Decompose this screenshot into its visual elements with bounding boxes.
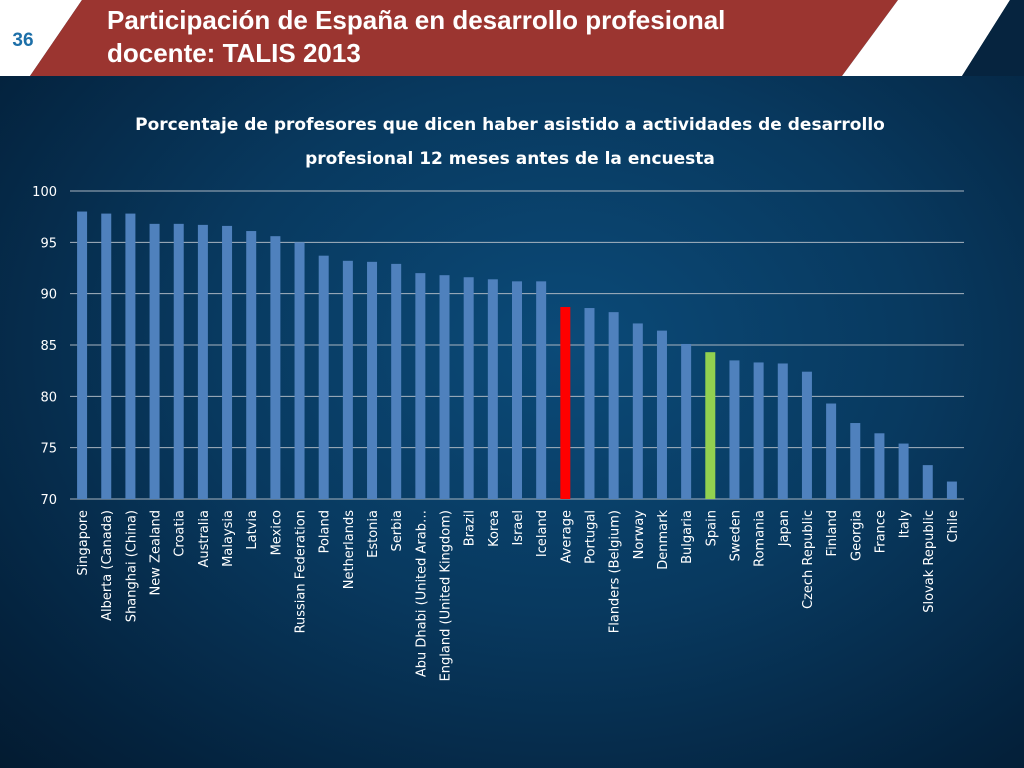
x-tick-label: Brazil — [463, 510, 478, 546]
bar-new-zealand — [149, 223, 160, 499]
header-band — [30, 0, 898, 76]
y-tick-label: 100 — [32, 185, 57, 200]
bar-netherlands — [342, 260, 353, 499]
bar-italy — [898, 443, 909, 499]
bar-poland — [318, 255, 329, 499]
x-tick-label: England (United Kingdom) — [439, 510, 454, 681]
bar-slovak-republic — [922, 465, 933, 499]
bar-france — [874, 433, 885, 499]
bar-korea — [487, 279, 498, 499]
x-tick-label: Chile — [946, 510, 961, 543]
bar-flanders-belgium — [608, 312, 619, 499]
bar-australia — [197, 224, 208, 499]
x-tick-label: Italy — [898, 510, 913, 539]
bar-norway — [632, 323, 643, 499]
chart-title-line-2: profesional 12 meses antes de la encuest… — [305, 149, 715, 169]
bar-abu-dhabi-united-arab — [415, 273, 426, 499]
bar-average — [560, 307, 571, 499]
bar-portugal — [584, 308, 595, 499]
chart-title-line-1: Porcentaje de profesores que dicen haber… — [135, 115, 885, 135]
x-tick-label: Russian Federation — [294, 510, 309, 633]
x-tick-label: Serbia — [390, 510, 405, 551]
x-tick-label: Slovak Republic — [922, 510, 937, 613]
x-tick-label: Alberta (Canada) — [100, 510, 115, 621]
x-tick-label: Shanghai (China) — [124, 510, 139, 622]
x-axis-labels: Singapore Alberta (Canada) Shanghai (China… — [76, 510, 961, 682]
x-tick-label: Czech Republic — [801, 510, 816, 609]
bar-serbia — [391, 263, 402, 499]
y-tick-label: 85 — [40, 339, 57, 354]
y-axis: 100 95 90 85 80 75 70 — [32, 185, 57, 508]
y-tick-label: 75 — [40, 442, 57, 457]
y-tick-label: 80 — [40, 390, 57, 405]
x-tick-label: New Zealand — [149, 510, 164, 595]
bar-bulgaria — [681, 343, 692, 499]
bar-japan — [777, 363, 788, 499]
x-tick-label: Average — [559, 510, 574, 563]
bar-denmark — [656, 330, 667, 499]
bar-mexico — [270, 236, 281, 499]
x-tick-label: Mexico — [269, 510, 284, 555]
bars — [77, 211, 957, 500]
x-tick-label: Israel — [511, 510, 526, 546]
bar-brazil — [463, 277, 474, 499]
header-right-stripe — [842, 0, 1010, 76]
slide-title-line-1: Participación de España en desarrollo pr… — [107, 5, 726, 35]
bar-estonia — [367, 261, 378, 499]
bar-israel — [512, 281, 522, 499]
header-graphic — [0, 0, 1024, 76]
bar-spain — [705, 352, 716, 499]
slide-number: 36 — [12, 30, 34, 51]
bar-england-united-kingdom — [439, 275, 450, 499]
x-tick-label: Spain — [704, 510, 719, 546]
x-tick-label: Georgia — [849, 510, 864, 561]
bar-czech-republic — [801, 371, 812, 499]
x-tick-label: Croatia — [173, 510, 188, 557]
x-tick-label: Denmark — [656, 510, 671, 570]
bar-iceland — [536, 281, 547, 499]
x-tick-label: Finland — [825, 510, 840, 556]
x-tick-label: Singapore — [76, 510, 91, 576]
x-tick-label: Portugal — [583, 510, 598, 564]
bar-alberta-canada — [101, 213, 112, 499]
x-tick-label: Malaysia — [221, 510, 236, 567]
x-tick-label: Netherlands — [342, 510, 357, 589]
x-tick-label: Australia — [197, 510, 212, 568]
x-tick-label: Flanders (Belgium) — [608, 510, 623, 633]
bar-finland — [826, 403, 837, 499]
slide-title: Participación de España en desarrollo pr… — [107, 4, 837, 70]
chart-title: Porcentaje de profesores que dicen haber… — [90, 108, 930, 176]
slide-title-line-2: docente: TALIS 2013 — [107, 38, 361, 68]
header-corner — [962, 0, 1024, 76]
bar-latvia — [246, 231, 257, 500]
y-tick-label: 95 — [40, 236, 57, 251]
y-tick-label: 90 — [40, 288, 57, 303]
x-tick-label: Poland — [318, 510, 333, 553]
bar-chile — [946, 481, 957, 499]
bar-russian-federation — [294, 242, 305, 500]
x-tick-label: Japan — [777, 510, 792, 547]
bar-croatia — [173, 223, 184, 499]
x-tick-label: Romania — [753, 510, 768, 567]
x-tick-label: Korea — [487, 510, 502, 547]
bar-romania — [753, 362, 764, 499]
bar-malaysia — [222, 225, 233, 499]
slide-header: 36 Participación de España en desarrollo… — [0, 0, 1024, 76]
bar-georgia — [850, 423, 861, 499]
x-tick-label: Bulgaria — [680, 510, 695, 564]
x-tick-label: Latvia — [245, 510, 260, 550]
x-tick-label: Sweden — [728, 510, 743, 561]
y-tick-label: 70 — [40, 493, 57, 508]
bar-sweden — [729, 360, 740, 499]
x-tick-label: Abu Dhabi (United Arab… — [414, 510, 429, 677]
x-tick-label: France — [873, 510, 888, 553]
x-tick-label: Norway — [632, 510, 647, 560]
x-tick-label: Estonia — [366, 510, 381, 558]
slide-number-panel — [0, 0, 82, 76]
x-tick-label: Iceland — [535, 510, 550, 557]
bar-shanghai-china — [125, 213, 136, 499]
bar-singapore — [77, 211, 88, 500]
